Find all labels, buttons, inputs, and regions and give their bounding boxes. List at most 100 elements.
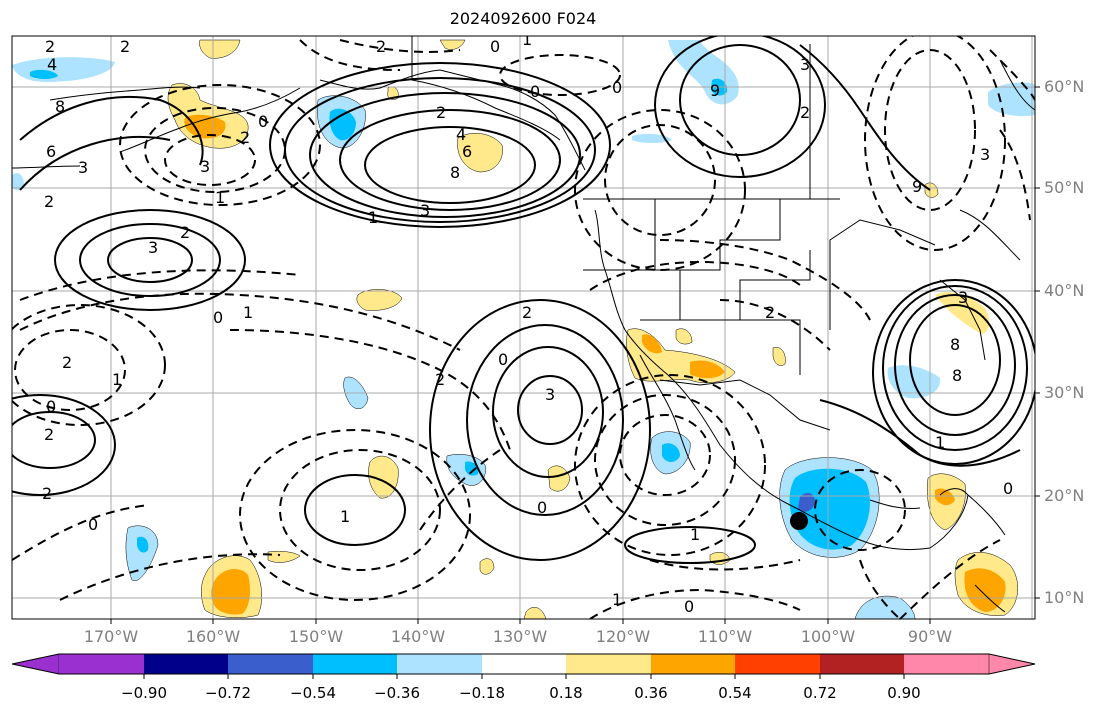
contour-label: 0 xyxy=(258,112,268,131)
lon-label: 100°W xyxy=(800,627,856,646)
contour-label: 1 xyxy=(690,525,700,544)
shade-negative xyxy=(632,133,672,143)
shade-positive xyxy=(523,607,547,619)
colorbar-segment xyxy=(228,654,314,674)
shade-negative xyxy=(789,468,870,550)
lon-label: 90°W xyxy=(907,627,953,646)
contour-label: 0 xyxy=(46,397,56,416)
contour-label: 1 xyxy=(612,590,622,609)
shade-positive xyxy=(12,173,25,191)
contour-label: 2 xyxy=(120,37,130,56)
lon-label: 110°W xyxy=(697,627,753,646)
shade-positive xyxy=(772,347,786,366)
shade-negative xyxy=(137,536,149,553)
contour-label: 6 xyxy=(46,142,56,161)
contour-label: 2 xyxy=(435,370,445,389)
colorbar xyxy=(11,653,1036,679)
shade-negative xyxy=(125,525,159,581)
storm-center-marker xyxy=(790,512,808,530)
contour-label: 3 xyxy=(800,55,810,74)
shade-positive xyxy=(935,488,955,506)
shade-positive xyxy=(356,289,403,311)
contour-label: 9 xyxy=(710,81,720,100)
lat-label: 60°N xyxy=(1044,77,1085,96)
contour-label: 1 xyxy=(368,208,378,227)
colorbar-segment xyxy=(59,654,145,674)
shade-positive xyxy=(211,568,250,615)
contour-label: 2 xyxy=(44,192,54,211)
shade-negative xyxy=(12,57,115,82)
shade-negative xyxy=(668,40,739,105)
shade-negative xyxy=(30,69,58,79)
colorbar-segment xyxy=(144,654,229,674)
colorbar-extend-high xyxy=(988,653,1036,675)
shade-positive xyxy=(547,465,571,492)
contour-label: 0 xyxy=(88,515,98,534)
contour-label: 0 xyxy=(684,597,694,616)
lon-label: 170°W xyxy=(83,627,139,646)
colorbar-tick-label: 0.54 xyxy=(718,684,752,702)
contour-label: 2 xyxy=(240,128,250,147)
shade-negative xyxy=(329,108,356,141)
contour-label: 2 xyxy=(42,484,52,503)
contour-label: 2 xyxy=(436,103,446,122)
contour-label: 2 xyxy=(765,303,775,322)
lat-label: 30°N xyxy=(1044,383,1085,402)
colorbar-segment xyxy=(397,654,483,674)
contour-label: 3 xyxy=(200,157,210,176)
contour-label: 2 xyxy=(180,223,190,242)
contour-label: 6 xyxy=(462,142,472,161)
contour-label: 0 xyxy=(530,82,540,101)
contour-label: 3 xyxy=(148,238,158,257)
contour-label: 1 xyxy=(112,370,122,389)
colorbar-tick-label: 0.90 xyxy=(887,684,921,702)
contour-label: 2 xyxy=(62,353,72,372)
contour-label: 3 xyxy=(958,288,968,307)
shade-positive xyxy=(675,328,693,345)
shade-negative xyxy=(798,492,815,512)
contour-label: 0 xyxy=(498,350,508,369)
contour-label: 2 xyxy=(376,37,386,56)
contour-label: 2 xyxy=(44,425,54,444)
contour-label: 8 xyxy=(950,335,960,354)
shade-positive xyxy=(184,114,226,139)
shade-negative xyxy=(854,595,916,619)
shade-positive xyxy=(267,550,301,563)
lat-label: 10°N xyxy=(1044,588,1085,607)
shade-positive xyxy=(690,360,725,379)
shade-positive xyxy=(199,39,241,59)
contour-label: 3 xyxy=(980,145,990,164)
colorbar-tick-label: −0.72 xyxy=(205,684,251,702)
contour-label: 3 xyxy=(78,158,88,177)
contour-label: 1 xyxy=(522,30,532,49)
contour-label: 2 xyxy=(522,303,532,322)
colorbar-segment xyxy=(482,654,567,674)
lon-label: 120°W xyxy=(595,627,651,646)
lat-label: 20°N xyxy=(1044,486,1085,505)
contour-label: 1 xyxy=(215,188,225,207)
shaded-anomalies xyxy=(12,39,1035,619)
contour-label: 3 xyxy=(420,201,430,220)
shade-positive xyxy=(964,568,1006,612)
colorbar-tick-label: 0.18 xyxy=(549,684,583,702)
contour-label: 1 xyxy=(340,507,350,526)
shade-positive xyxy=(439,39,466,50)
contour-label: 8 xyxy=(952,366,962,385)
map-title: 2024092600 F024 xyxy=(449,9,597,28)
colorbar-extend-low xyxy=(11,653,60,675)
contour-label: 4 xyxy=(47,55,57,74)
shade-negative xyxy=(988,82,1035,117)
colorbar-segment xyxy=(313,654,398,674)
contour-label: 3 xyxy=(545,385,555,404)
contour-label: 0 xyxy=(213,308,223,327)
lon-label: 140°W xyxy=(390,627,446,646)
lat-label: 50°N xyxy=(1044,178,1085,197)
axis-ticks xyxy=(110,86,1040,624)
colorbar-segment xyxy=(651,654,736,674)
shade-negative xyxy=(465,461,479,476)
coastlines xyxy=(12,36,1035,613)
colorbar-tick-label: −0.18 xyxy=(459,684,505,702)
contour-label: 1 xyxy=(243,303,253,322)
colorbar-segment xyxy=(735,654,821,674)
